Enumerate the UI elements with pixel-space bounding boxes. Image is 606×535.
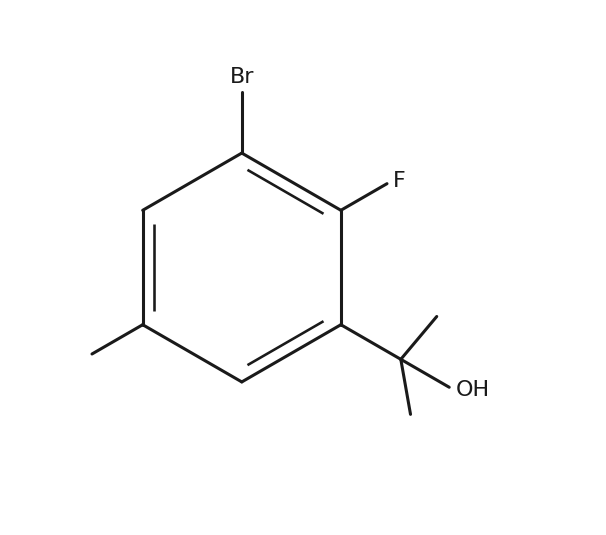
Text: F: F [393, 171, 406, 191]
Text: Br: Br [230, 66, 254, 87]
Text: OH: OH [456, 380, 490, 400]
